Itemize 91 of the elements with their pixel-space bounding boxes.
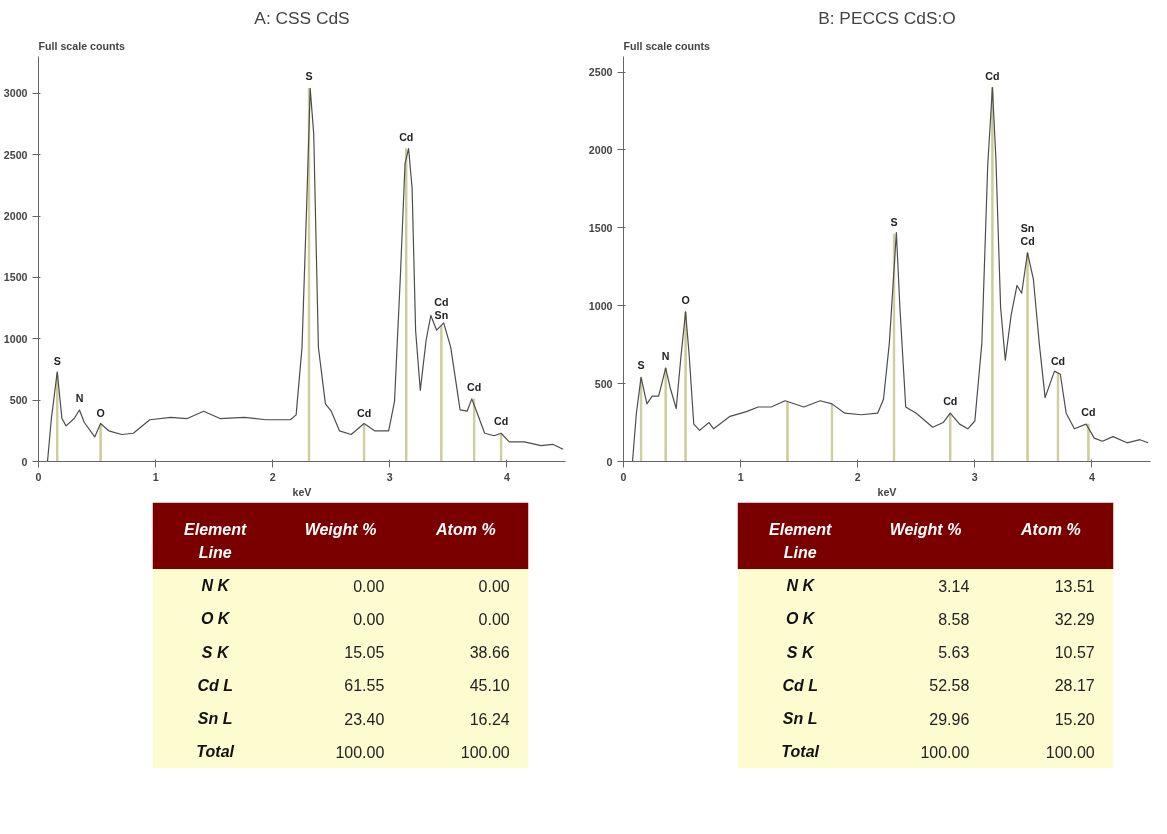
x-tick-label: 0 — [35, 470, 42, 483]
y-tick-label: 0 — [21, 455, 28, 468]
x-tick-label: 4 — [503, 470, 510, 483]
data-label: 5.63 — [938, 644, 970, 662]
series-label: Weight % — [304, 520, 377, 538]
data-label: 15.05 — [344, 644, 385, 662]
annotation: Cd — [943, 395, 958, 408]
x-tick-label: 4 — [1088, 470, 1095, 483]
chart-title: A: CSS CdS — [254, 7, 350, 28]
chart-title: B: PECCS CdS:O — [818, 7, 956, 28]
data-label: 3.14 — [938, 577, 970, 595]
annotation: Sn — [1020, 221, 1035, 234]
data-label: 38.66 — [469, 644, 510, 662]
category-label: Total — [781, 743, 820, 761]
annotation: S — [637, 359, 645, 372]
annotation: Cd — [1020, 234, 1035, 247]
category-label: Cd L — [197, 676, 233, 694]
series-label: Weight % — [889, 520, 962, 538]
x-tick-label: 2 — [854, 470, 861, 483]
y-axis-title: Full scale counts — [38, 39, 126, 52]
x-axis-title: keV — [292, 485, 313, 498]
data-label: 8.58 — [938, 610, 970, 628]
category-label: Cd L — [782, 676, 818, 694]
data-label: 32.29 — [1054, 610, 1095, 628]
annotation: O — [681, 293, 690, 306]
y-tick-label: 2000 — [3, 210, 28, 223]
data-label: 100.00 — [1045, 743, 1095, 761]
data-label: 13.51 — [1054, 577, 1095, 595]
category-label: Sn L — [197, 710, 233, 728]
annotation: Sn — [434, 308, 449, 321]
category-label: Sn L — [782, 710, 818, 728]
annotation: S — [305, 70, 313, 83]
data-label: 28.17 — [1054, 677, 1095, 695]
category-label: S K — [786, 643, 815, 661]
y-tick-label: 500 — [9, 394, 28, 407]
annotation: N — [75, 391, 84, 404]
category-label: N K — [201, 577, 231, 595]
y-tick-label: 1000 — [3, 332, 28, 345]
annotation: Cd — [985, 69, 1000, 82]
data-label: 61.55 — [344, 677, 385, 695]
y-tick-label: 1500 — [3, 271, 28, 284]
text: Atom % — [435, 520, 496, 538]
data-label: 0.00 — [478, 577, 510, 595]
data-label: 10.57 — [1054, 644, 1095, 662]
annotation: N — [661, 350, 670, 363]
y-tick-label: 2500 — [3, 148, 28, 161]
category-label: S K — [201, 643, 230, 661]
annotation: Cd — [1050, 354, 1066, 367]
text: Element Line — [769, 520, 832, 561]
x-tick-label: 1 — [152, 470, 159, 483]
data-label: 0.00 — [478, 610, 510, 628]
data-label: 29.96 — [929, 710, 970, 728]
y-tick-label: 0 — [606, 455, 613, 468]
annotation: Cd — [434, 295, 449, 308]
data-label: 0.00 — [353, 610, 385, 628]
annotation: O — [96, 406, 105, 419]
annotation: Cd — [356, 406, 372, 419]
data-label: 0.00 — [353, 577, 385, 595]
category-label: Total — [196, 743, 235, 761]
annotation: Cd — [467, 380, 482, 393]
y-tick-label: 2000 — [588, 143, 613, 156]
x-tick-label: 0 — [620, 470, 627, 483]
text: Atom % — [1020, 520, 1081, 538]
y-axis-title: Full scale counts — [623, 39, 711, 52]
y-tick-label: 1000 — [588, 299, 613, 312]
annotation: Cd — [399, 130, 414, 143]
annotation: Cd — [493, 415, 509, 428]
x-tick-label: 3 — [971, 470, 978, 483]
data-label: 23.40 — [344, 710, 385, 728]
category-label: N K — [786, 577, 816, 595]
x-axis-title: keV — [877, 485, 898, 498]
annotation: S — [890, 216, 898, 229]
data-label: 100.00 — [920, 743, 970, 761]
data-label: 100.00 — [460, 743, 510, 761]
text: Element Line — [184, 520, 247, 561]
annotation: S — [53, 355, 61, 368]
x-tick-label: 2 — [269, 470, 276, 483]
data-label: 45.10 — [469, 677, 510, 695]
annotation: Cd — [1081, 406, 1096, 419]
data-label: 16.24 — [469, 710, 510, 728]
x-tick-label: 3 — [386, 470, 393, 483]
y-tick-label: 3000 — [3, 87, 28, 100]
data-label: 100.00 — [335, 743, 385, 761]
y-tick-label: 2500 — [588, 66, 613, 79]
category-label: O K — [785, 610, 816, 628]
data-label: 52.58 — [929, 677, 970, 695]
y-tick-label: 1500 — [588, 221, 613, 234]
data-label: 15.20 — [1054, 710, 1095, 728]
y-tick-label: 500 — [594, 377, 613, 390]
x-tick-label: 1 — [737, 470, 744, 483]
category-label: O K — [200, 610, 231, 628]
